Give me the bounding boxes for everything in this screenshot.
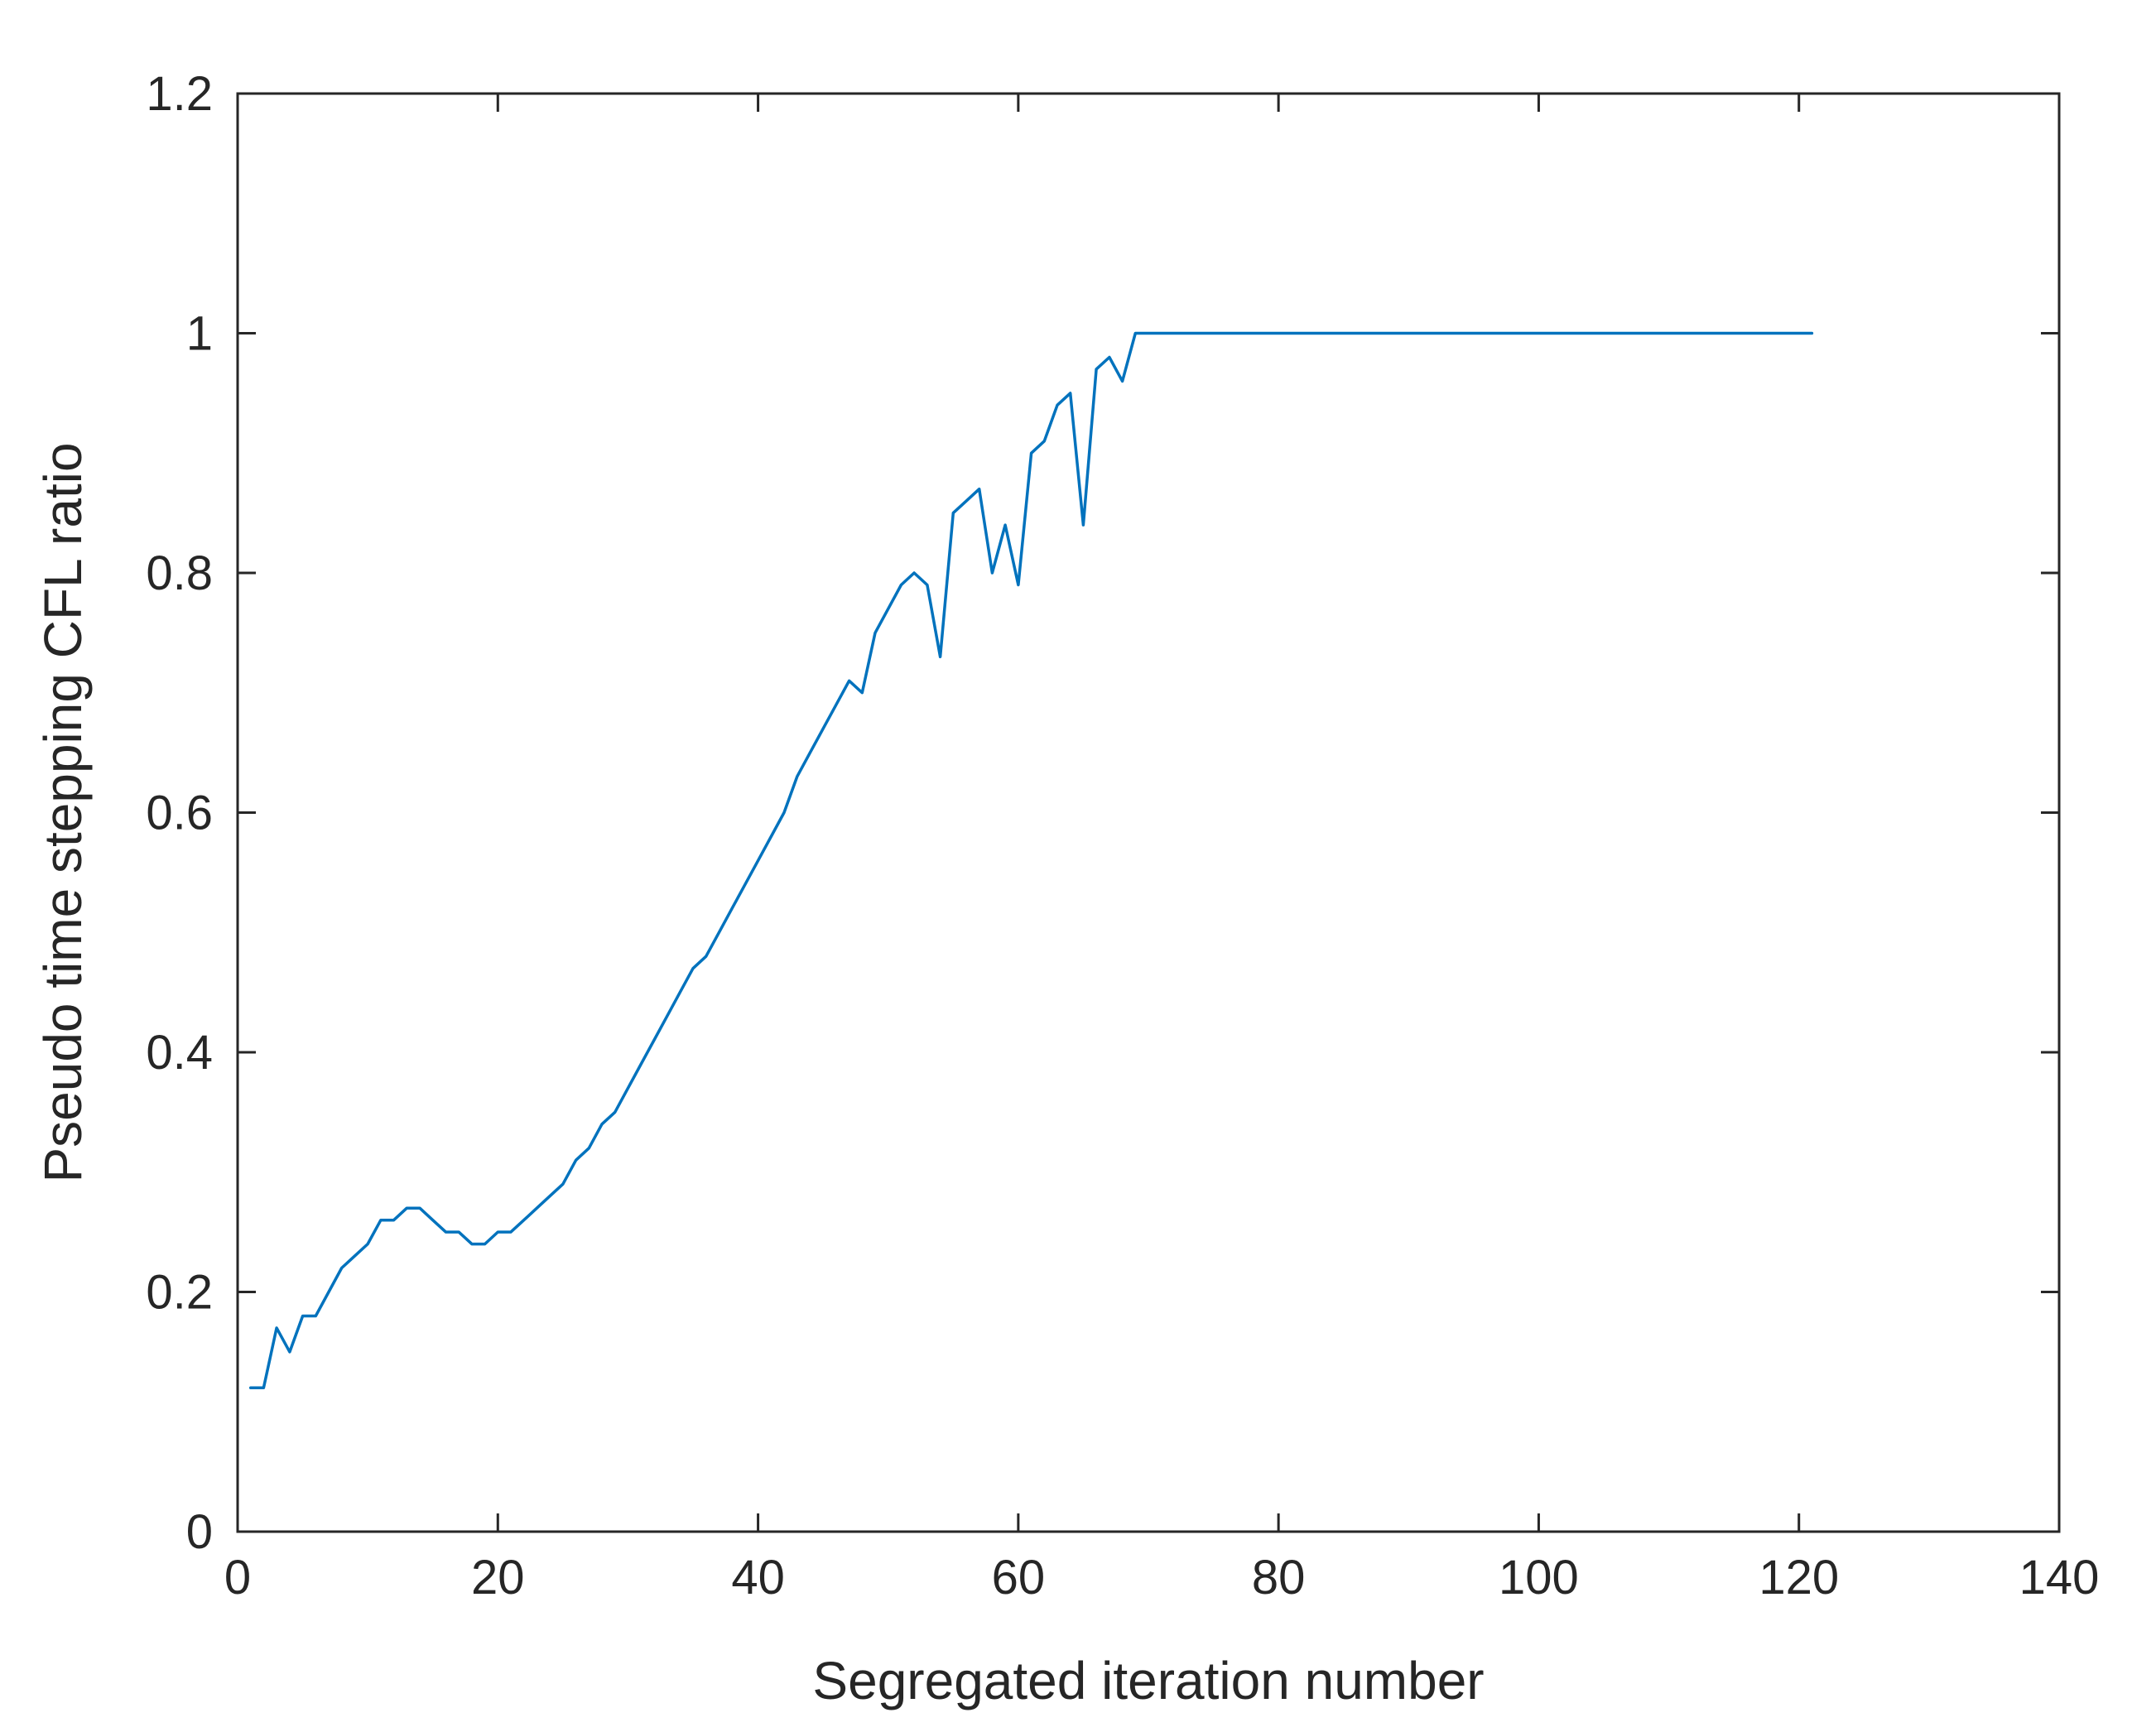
y-axis-label: Pseudo time stepping CFL ratio xyxy=(33,442,93,1182)
y-axis-ticks: 0 0.2 0.4 0.6 0.8 1 1.2 xyxy=(146,67,2059,1559)
y-tick-label: 0.2 xyxy=(146,1266,213,1320)
y-tick-label: 1.2 xyxy=(146,67,213,121)
y-tick-label: 0.4 xyxy=(146,1026,213,1080)
x-axis-label: Segregated iteration number xyxy=(812,1651,1484,1710)
y-tick-label: 1 xyxy=(186,307,213,361)
x-tick-label: 140 xyxy=(2019,1551,2100,1605)
x-tick-label: 80 xyxy=(1252,1551,1306,1605)
x-tick-label: 40 xyxy=(731,1551,785,1605)
series-line xyxy=(248,331,1814,1390)
x-tick-label: 0 xyxy=(224,1551,251,1605)
x-axis-ticks: 0 20 40 60 80 100 120 140 xyxy=(224,94,2100,1605)
x-tick-label: 60 xyxy=(992,1551,1046,1605)
y-tick-label: 0 xyxy=(186,1505,213,1559)
x-tick-label: 100 xyxy=(1499,1551,1579,1605)
series-layer xyxy=(248,331,1814,1390)
y-tick-label: 0.6 xyxy=(146,787,213,840)
x-tick-label: 20 xyxy=(471,1551,525,1605)
y-tick-label: 0.8 xyxy=(146,546,213,600)
x-tick-label: 120 xyxy=(1759,1551,1839,1605)
